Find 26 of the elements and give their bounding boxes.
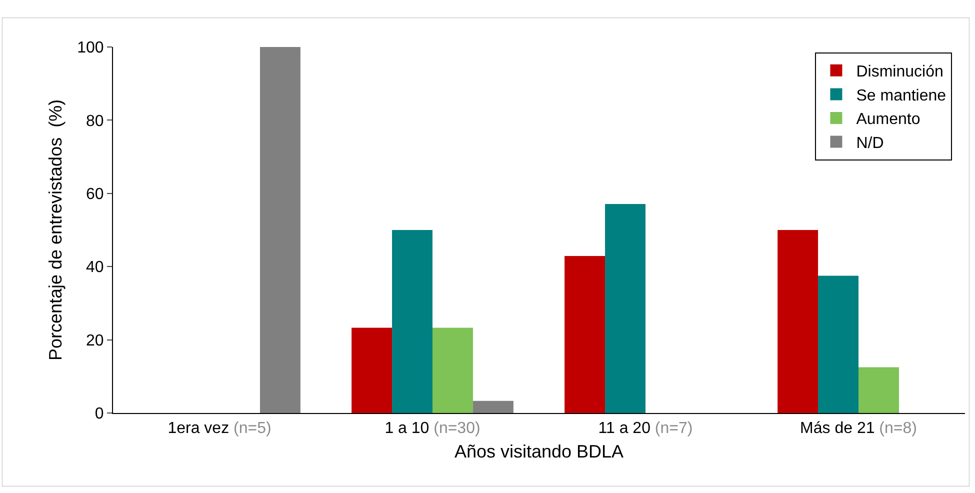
- x-tick-label: 1era vez (n=5): [168, 420, 272, 438]
- x-tick-label: 1 a 10 (n=30): [384, 420, 480, 438]
- x-axis-title: Años visitando BDLA: [454, 441, 624, 462]
- bar: [858, 367, 899, 413]
- y-tick-label: 0: [94, 406, 104, 423]
- bar: [352, 328, 392, 413]
- legend-label: Aumento: [856, 111, 920, 128]
- bar: [564, 256, 606, 413]
- legend-label: Disminución: [856, 64, 944, 81]
- bar: [432, 328, 473, 413]
- legend-label: N/D: [856, 135, 884, 152]
- y-tick-label: 20: [86, 332, 104, 350]
- y-tick-label: 60: [86, 186, 104, 203]
- bar: [605, 204, 646, 413]
- y-tick-label: 80: [86, 112, 104, 130]
- y-axis-title: Porcentaje de entrevistados (%): [45, 99, 66, 361]
- y-tick-label: 100: [77, 40, 104, 57]
- x-tick-label: Más de 21 (n=8): [800, 420, 917, 438]
- bar: [260, 47, 300, 413]
- x-tick-label: 11 a 20 (n=7): [598, 420, 693, 438]
- bar: [392, 230, 432, 413]
- bar: [472, 400, 514, 413]
- y-tick-label: 40: [86, 259, 104, 276]
- bar: [818, 276, 858, 413]
- legend-label: Se mantiene: [856, 87, 946, 104]
- bar: [778, 230, 818, 413]
